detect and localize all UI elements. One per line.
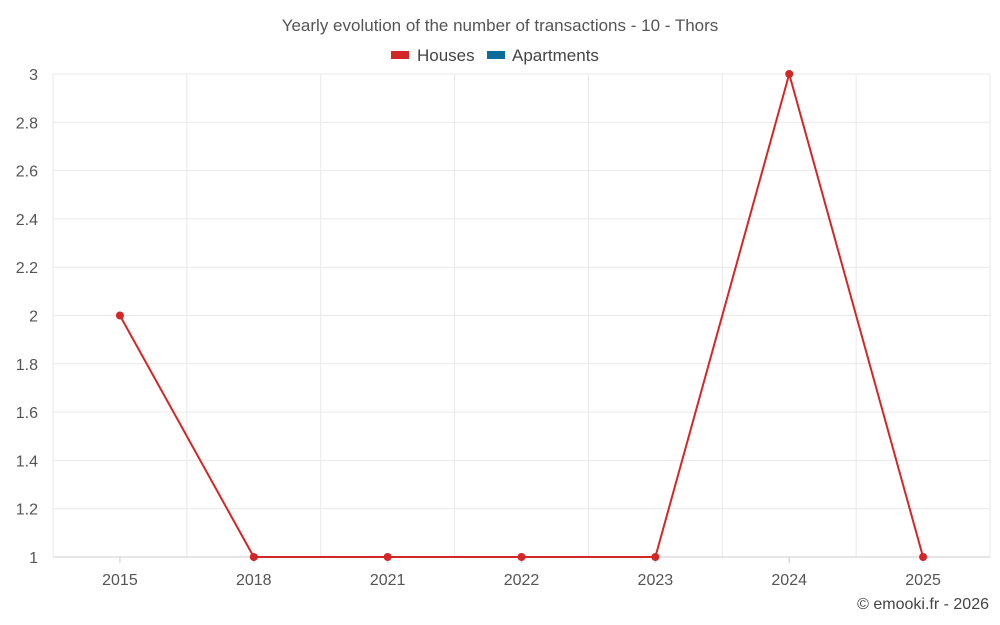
legend-swatch-apartments[interactable] bbox=[487, 51, 505, 59]
credit-text: © emooki.fr - 2026 bbox=[857, 596, 989, 613]
y-tick-label: 2.4 bbox=[16, 212, 38, 229]
y-tick-label: 2.2 bbox=[16, 260, 38, 277]
y-tick-label: 2 bbox=[29, 309, 38, 326]
legend: Houses Apartments bbox=[391, 46, 599, 65]
y-tick-label: 1 bbox=[29, 550, 38, 567]
y-tick-label: 1.2 bbox=[16, 502, 38, 519]
data-point[interactable] bbox=[919, 553, 928, 561]
x-tick-label: 2022 bbox=[504, 572, 540, 589]
y-tick-label: 1.6 bbox=[16, 405, 38, 422]
x-tick-label: 2018 bbox=[236, 572, 272, 589]
x-tick-label: 2015 bbox=[102, 572, 138, 589]
data-point[interactable] bbox=[785, 70, 794, 78]
data-point[interactable] bbox=[249, 553, 258, 561]
y-tick-label: 2.8 bbox=[16, 115, 38, 132]
data-point[interactable] bbox=[517, 553, 526, 561]
x-tick-label: 2021 bbox=[370, 572, 406, 589]
x-tick-label: 2024 bbox=[771, 572, 807, 589]
y-tick-label: 1.8 bbox=[16, 357, 38, 374]
y-tick-label: 1.4 bbox=[16, 453, 38, 470]
gridlines bbox=[52, 73, 991, 558]
legend-label-houses[interactable]: Houses bbox=[417, 46, 475, 65]
legend-label-apartments[interactable]: Apartments bbox=[512, 46, 599, 65]
chart-title: Yearly evolution of the number of transa… bbox=[282, 16, 719, 35]
axes: 1 1.2 1.4 1.6 1.8 2 2.2 2.4 2.6 2.8 3 2015 2018 2021 2… bbox=[16, 67, 990, 589]
x-tick-label: 2023 bbox=[638, 572, 674, 589]
data-point[interactable] bbox=[115, 311, 124, 320]
legend-swatch-houses[interactable] bbox=[391, 51, 409, 59]
y-tick-label: 2.6 bbox=[16, 164, 38, 181]
data-point[interactable] bbox=[651, 553, 660, 561]
y-tick-label: 3 bbox=[29, 67, 38, 84]
x-tick-label: 2025 bbox=[905, 572, 941, 589]
data-point[interactable] bbox=[383, 553, 392, 561]
series-houses bbox=[115, 70, 928, 561]
